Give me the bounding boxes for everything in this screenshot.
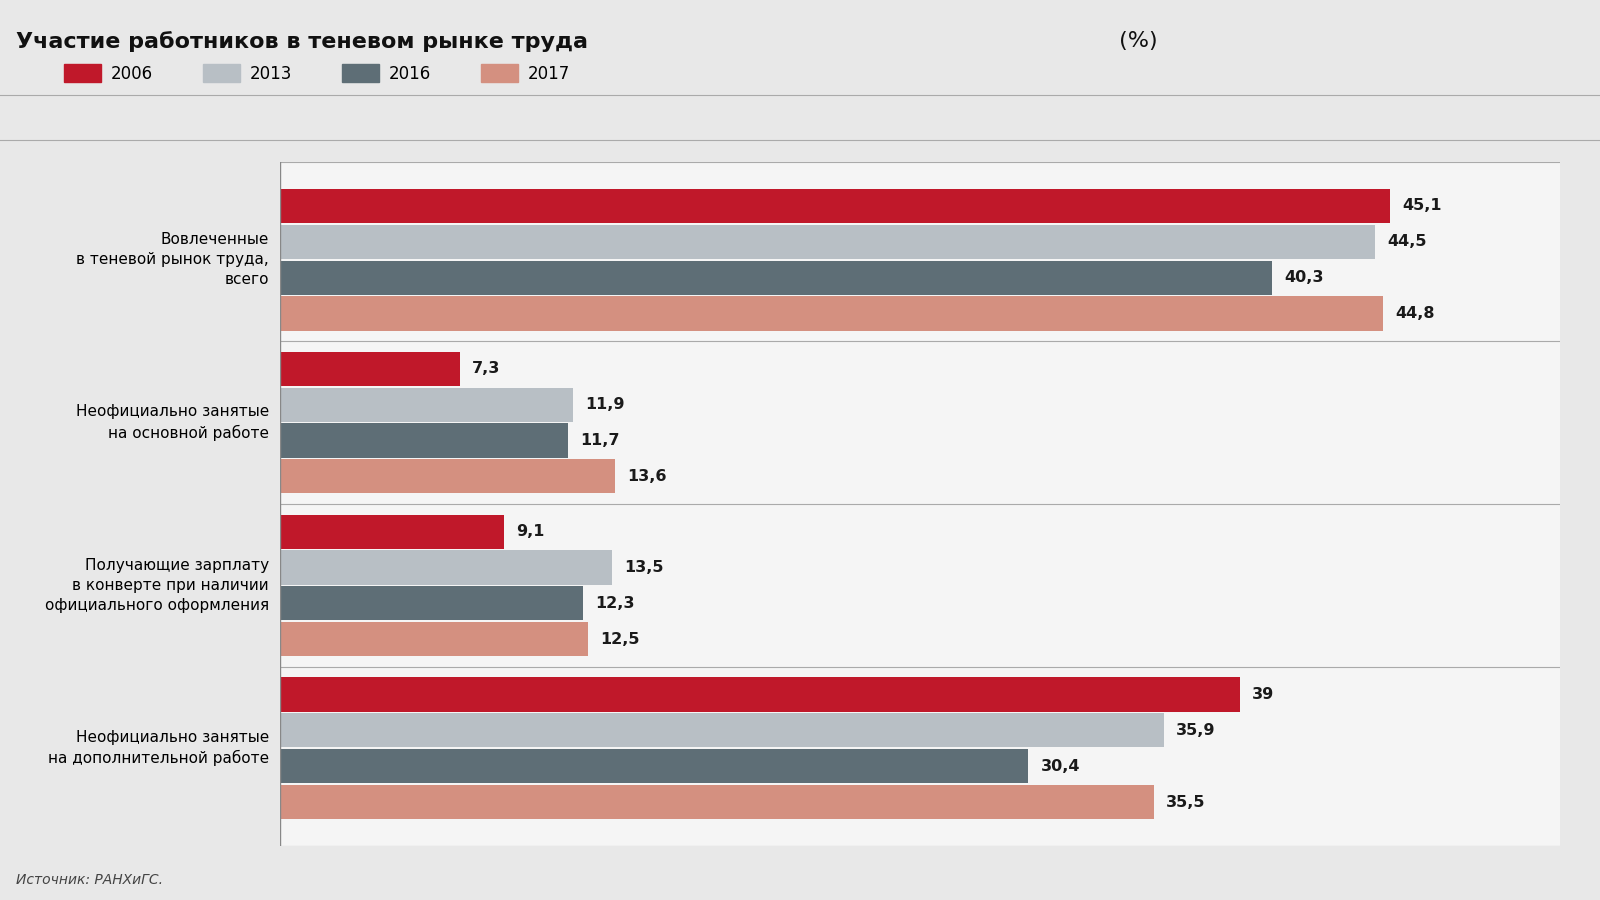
Text: 35,5: 35,5	[1166, 795, 1206, 809]
Text: 44,5: 44,5	[1387, 234, 1427, 249]
Text: (%): (%)	[1112, 32, 1158, 51]
Text: 12,3: 12,3	[595, 596, 635, 611]
Bar	[280, 785, 1154, 819]
Bar	[280, 551, 613, 585]
Text: 44,8: 44,8	[1395, 306, 1435, 321]
Text: 39: 39	[1253, 687, 1275, 702]
Bar	[280, 749, 1029, 783]
Text: 11,7: 11,7	[581, 433, 619, 448]
Bar	[280, 678, 1240, 712]
Bar	[280, 622, 587, 656]
Bar	[280, 459, 614, 493]
Text: 7,3: 7,3	[472, 361, 501, 376]
Text: 13,6: 13,6	[627, 469, 667, 484]
Bar	[280, 714, 1163, 748]
Text: 11,9: 11,9	[586, 397, 624, 412]
Bar	[280, 296, 1382, 330]
Bar	[280, 586, 582, 620]
Text: 40,3: 40,3	[1285, 270, 1323, 285]
Text: 30,4: 30,4	[1040, 759, 1080, 774]
Bar	[280, 352, 459, 386]
Text: Участие работников в теневом рынке труда: Участие работников в теневом рынке труда	[16, 32, 589, 52]
Text: 9,1: 9,1	[517, 524, 544, 539]
Text: 45,1: 45,1	[1403, 199, 1442, 213]
Bar	[280, 515, 504, 549]
Legend: 2006, 2013, 2016, 2017: 2006, 2013, 2016, 2017	[64, 64, 570, 83]
Bar	[280, 189, 1390, 223]
Text: 35,9: 35,9	[1176, 723, 1216, 738]
Bar	[280, 225, 1376, 259]
Bar	[280, 260, 1272, 294]
Text: 13,5: 13,5	[624, 560, 664, 575]
Text: 12,5: 12,5	[600, 632, 640, 647]
Bar	[280, 423, 568, 457]
Bar	[280, 388, 573, 422]
Text: Источник: РАНХиГС.: Источник: РАНХиГС.	[16, 872, 163, 886]
